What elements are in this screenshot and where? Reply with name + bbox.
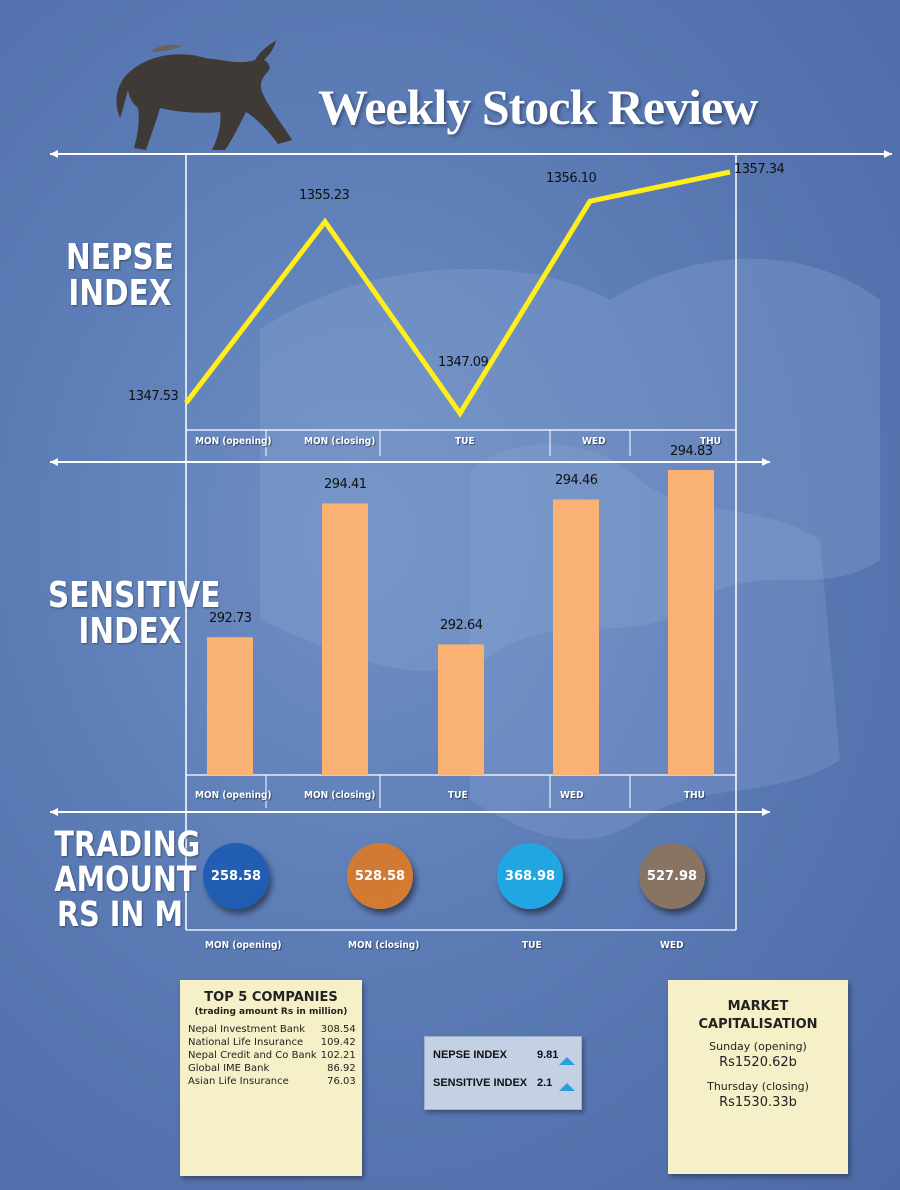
sensitive-category-label: WED: [560, 790, 584, 801]
closing-label: Thursday (closing): [707, 1080, 809, 1094]
company-name: Nepal Investment Bank: [188, 1024, 306, 1035]
sensitive-category-label: THU: [684, 790, 705, 801]
nepse-value-label: 1357.34: [734, 162, 785, 177]
sensitive-section-label: SENSITIVE INDEX: [48, 575, 221, 652]
sensitive-value-label: 294.46: [555, 473, 598, 489]
trading-bubble: 527.98: [639, 843, 705, 909]
nepse-category-label: TUE: [455, 436, 475, 447]
change-row: NEPSE INDEX 9.81: [433, 1049, 558, 1061]
opening-label: Sunday (opening): [709, 1040, 807, 1054]
trading-bubble: 258.58: [203, 843, 269, 909]
sensitive-category-label: TUE: [448, 790, 468, 801]
nepse-category-label: WED: [582, 436, 606, 447]
sensitive-category-label: MON (closing): [304, 790, 376, 801]
market-cap-panel: MARKET CAPITALISATION Sunday (opening) R…: [668, 980, 848, 1174]
market-cap-title: MARKET CAPITALISATION: [698, 999, 818, 1033]
up-triangle-icon: [559, 1083, 575, 1091]
sensitive-value-label: 292.73: [209, 611, 252, 627]
sensitive-value-label: 294.83: [670, 444, 713, 459]
company-name: Nepal Credit and Co Bank: [188, 1050, 317, 1061]
top5-companies-panel: TOP 5 COMPANIES (trading amount Rs in mi…: [180, 980, 362, 1176]
change-value: 9.81: [537, 1049, 559, 1061]
table-row: Nepal Investment Bank 308.54: [186, 1023, 358, 1036]
company-amount: 308.54: [320, 1024, 356, 1035]
trading-category-label: WED: [660, 940, 684, 951]
company-name: Global IME Bank: [188, 1063, 270, 1074]
nepse-value-label: 1347.09: [438, 355, 489, 371]
trading-category-label: TUE: [522, 940, 542, 951]
trading-bubble: 368.98: [497, 843, 563, 909]
arrow-left-icon: [50, 150, 58, 158]
sensitive-bar: [207, 637, 253, 775]
company-amount: 102.21: [320, 1050, 356, 1061]
table-row: Asian Life Insurance 76.03: [186, 1075, 358, 1088]
nepse-category-label: THU: [700, 436, 721, 447]
table-row: Global IME Bank 86.92: [186, 1062, 358, 1075]
company-amount: 76.03: [327, 1076, 356, 1087]
company-amount: 109.42: [320, 1037, 356, 1048]
up-triangle-icon: [559, 1057, 575, 1065]
table-row: Nepal Credit and Co Bank 102.21: [186, 1049, 358, 1062]
company-name: National Life Insurance: [188, 1037, 304, 1048]
change-row: SENSITIVE INDEX 2.1: [433, 1077, 552, 1089]
nepse-category-label: MON (closing): [304, 436, 376, 447]
closing-value: Rs1530.33b: [719, 1095, 797, 1111]
nepse-value-label: 1356.10: [546, 171, 597, 187]
sensitive-bar: [322, 503, 368, 775]
nepse-value-label: 1355.23: [299, 187, 350, 203]
top5-subtitle: (trading amount Rs in million): [194, 1007, 348, 1017]
trading-section-label: TRADING AMOUNT RS IN M: [54, 825, 201, 935]
table-row: National Life Insurance 109.42: [186, 1036, 358, 1049]
arrow-left-icon: [50, 458, 58, 466]
company-amount: 86.92: [327, 1063, 356, 1074]
opening-value: Rs1520.62b: [719, 1055, 797, 1071]
page-title: Weekly Stock Review: [318, 79, 758, 135]
nepse-value-label: 1347.53: [128, 389, 179, 404]
sensitive-value-label: 292.64: [440, 618, 483, 634]
arrow-left-icon: [50, 808, 58, 816]
top5-title: TOP 5 COMPANIES: [204, 990, 338, 1005]
nepse-section-label: NEPSE INDEX: [66, 237, 174, 314]
company-name: Asian Life Insurance: [188, 1076, 289, 1087]
arrow-right-icon: [762, 808, 770, 816]
sensitive-bar: [668, 470, 714, 775]
change-label: NEPSE INDEX: [433, 1049, 507, 1061]
change-label: SENSITIVE INDEX: [433, 1077, 528, 1089]
trading-category-label: MON (closing): [348, 940, 420, 951]
top5-table: Nepal Investment Bank 308.54 National Lif…: [186, 1023, 358, 1088]
sensitive-bar: [438, 644, 484, 775]
arrow-right-icon: [762, 458, 770, 466]
arrow-right-icon: [884, 150, 892, 158]
sensitive-bar: [553, 499, 599, 775]
nepse-line-series: [184, 169, 731, 418]
trading-category-label: MON (opening): [205, 940, 282, 951]
trading-bubble: 528.58: [347, 843, 413, 909]
sensitive-category-label: MON (opening): [195, 790, 272, 801]
sensitive-value-label: 294.41: [324, 477, 367, 493]
nepse-category-label: MON (opening): [195, 436, 272, 447]
index-change-panel: NEPSE INDEX 9.81 SENSITIVE INDEX 2.1: [424, 1036, 582, 1110]
change-value: 2.1: [537, 1077, 553, 1089]
